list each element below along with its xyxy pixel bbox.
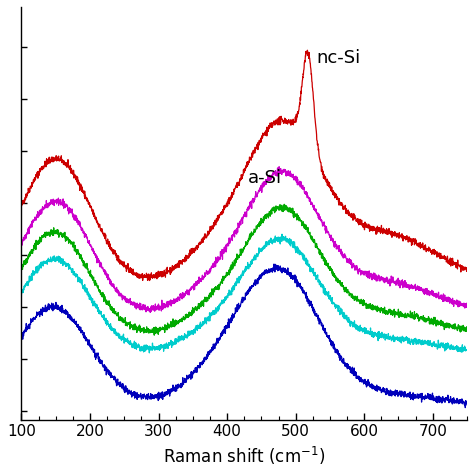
Text: a-Si: a-Si — [247, 169, 282, 187]
Text: nc-Si: nc-Si — [316, 49, 360, 67]
X-axis label: Raman shift (cm$^{-1}$): Raman shift (cm$^{-1}$) — [163, 445, 325, 467]
